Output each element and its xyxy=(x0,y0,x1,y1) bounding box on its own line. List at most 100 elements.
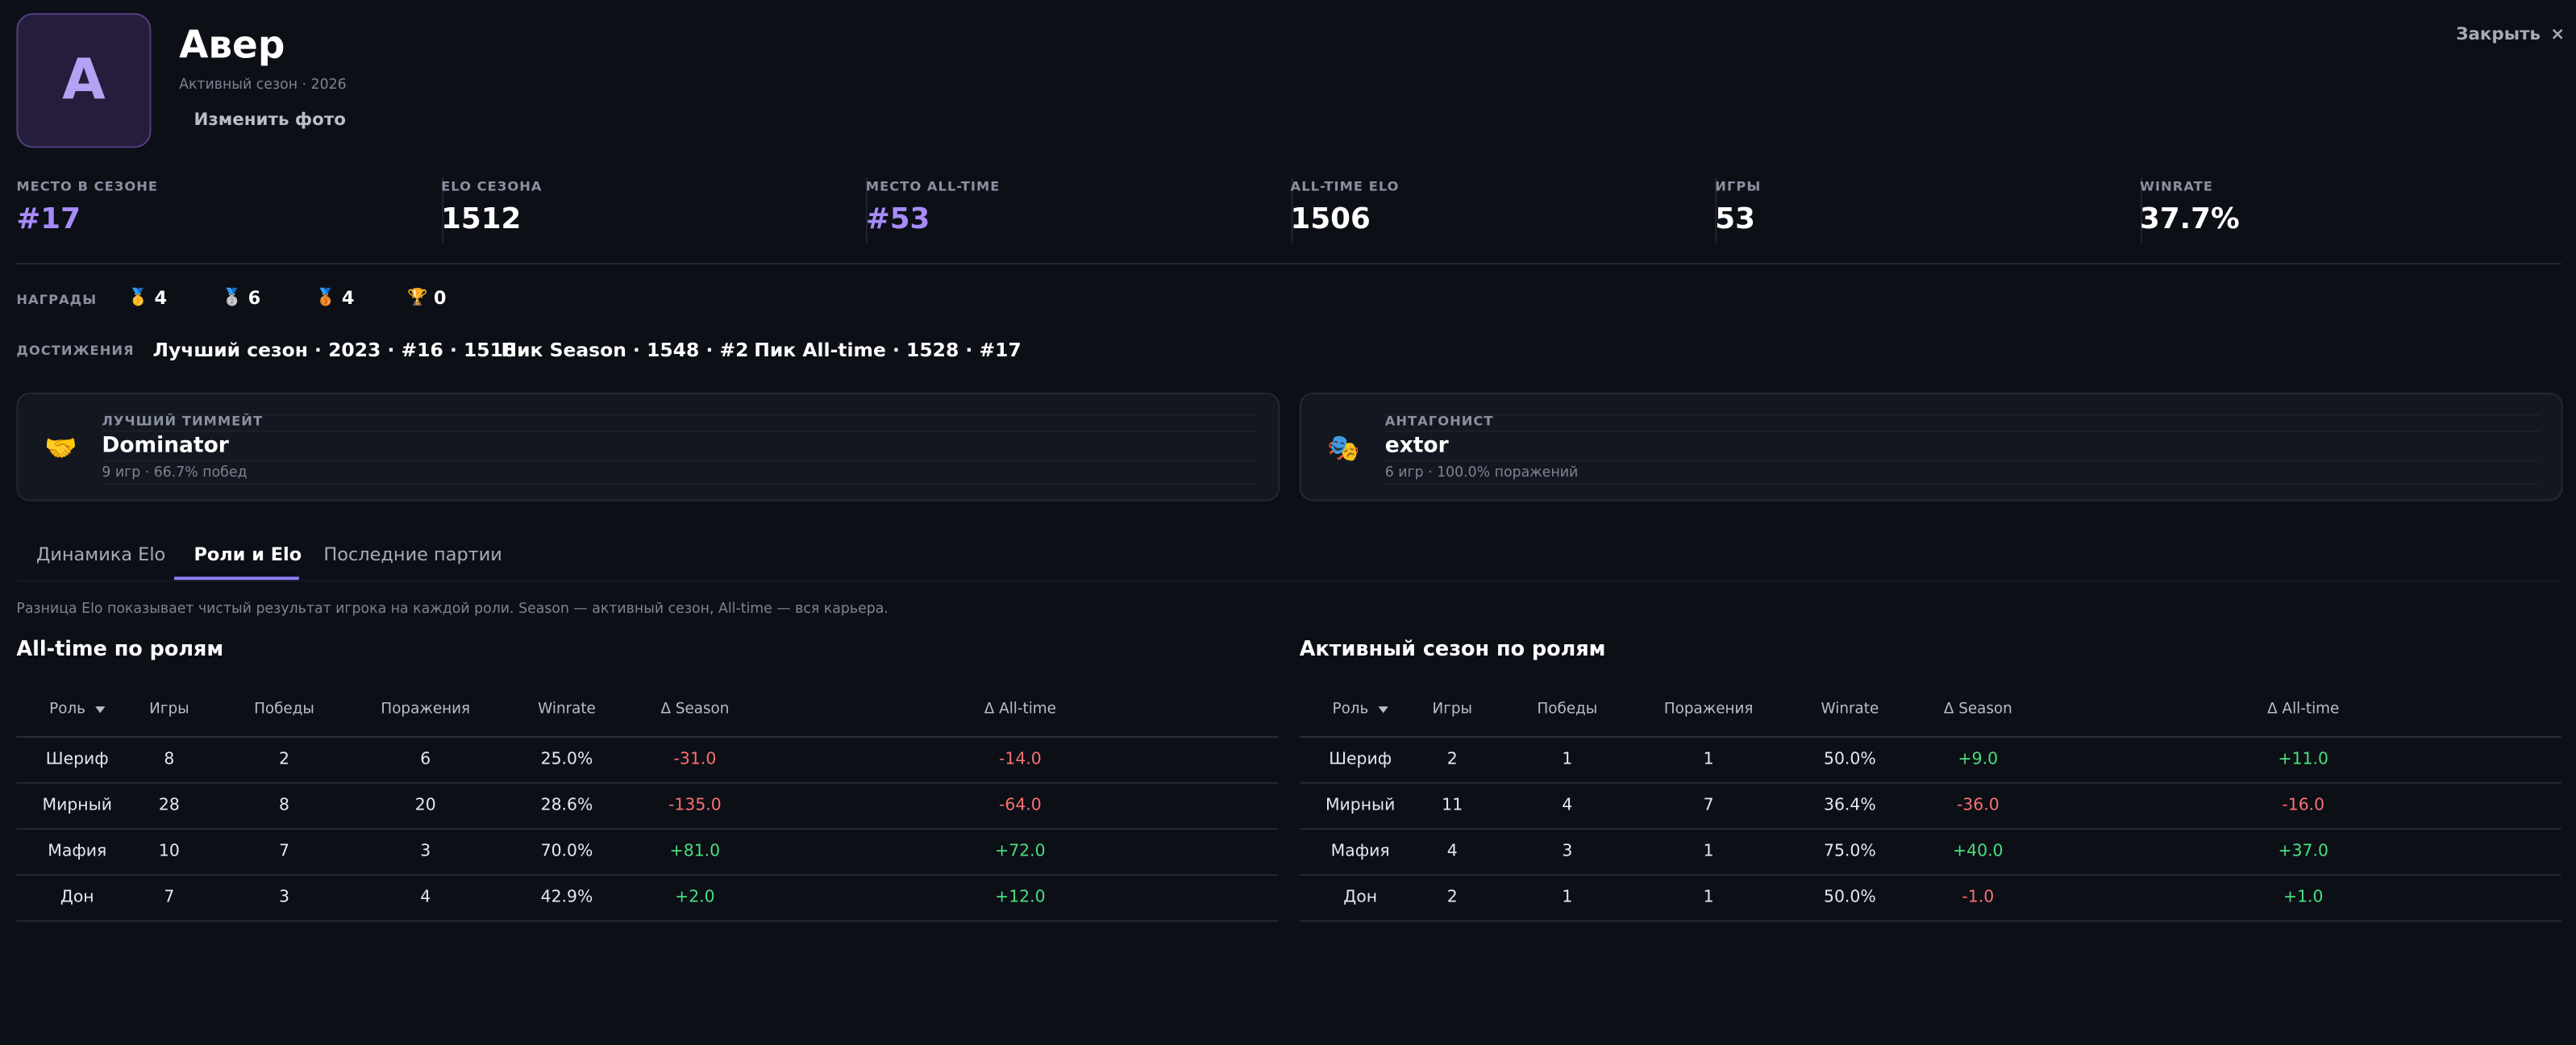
column-header: Поражения xyxy=(1663,702,1754,718)
table-cell: Мафия xyxy=(48,843,107,861)
close-button[interactable]: Закрыть × xyxy=(2456,25,2565,44)
award-count: 6 xyxy=(248,287,261,310)
sort-arrow xyxy=(1378,706,1388,713)
table-rule xyxy=(1299,735,2561,738)
tab-underline xyxy=(173,577,299,581)
card-icon: 🤝 xyxy=(44,431,77,464)
table-cell: +9.0 xyxy=(1958,751,1999,769)
stat-value: 1512 xyxy=(441,203,522,237)
player-card: 🤝 ЛУЧШИЙ ТИММЕЙТ Dominator 9 игр · 66.7% по… xyxy=(16,392,1280,502)
table-cell: 28 xyxy=(158,797,180,815)
stat-divider xyxy=(1715,177,1717,244)
table-cell: 42.9% xyxy=(540,889,593,907)
stat-value: #17 xyxy=(16,203,81,237)
table-cell: -64.0 xyxy=(999,797,1042,815)
table-cell: 2 xyxy=(1446,889,1458,907)
table-cell: 6 xyxy=(420,751,431,769)
table-cell: 7 xyxy=(1703,797,1714,815)
table-cell: +1.0 xyxy=(2283,889,2324,907)
note: Разница Elo показывает чистый результат … xyxy=(16,601,888,618)
card-detail: 9 игр · 66.7% побед xyxy=(102,464,248,482)
achievement: Пик All-time · 1528 · #17 xyxy=(754,338,1022,362)
tab[interactable]: Динамика Elo xyxy=(35,543,166,565)
table-cell: 1 xyxy=(1562,751,1573,769)
award-icon: 🥇 xyxy=(127,289,149,308)
award-icon: 🥈 xyxy=(222,289,243,308)
row-rule xyxy=(16,874,1279,876)
player-name: Авер xyxy=(179,24,285,68)
table-cell: Мирный xyxy=(1325,797,1396,815)
card-icon: 🎭 xyxy=(1327,431,1360,464)
column-header: Победы xyxy=(1537,702,1598,718)
tab[interactable]: Последние партии xyxy=(323,543,502,565)
achievements-label: ДОСТИЖЕНИЯ xyxy=(16,343,135,359)
table-cell: 1 xyxy=(1703,889,1714,907)
tab[interactable]: Роли и Elo xyxy=(194,543,302,565)
card-rule xyxy=(1384,414,2541,416)
column-header: Победы xyxy=(254,702,314,718)
row-rule xyxy=(16,827,1279,831)
column-header: Игры xyxy=(149,702,189,718)
awards-label: НАГРАДЫ xyxy=(16,292,98,308)
stat-divider xyxy=(1290,177,1292,244)
card-rule xyxy=(102,414,1257,416)
table-cell: 4 xyxy=(1562,797,1573,815)
row-rule xyxy=(1299,827,2561,831)
table-cell: Шериф xyxy=(45,751,109,769)
column-header: Поражения xyxy=(381,702,471,718)
table-cell: 50.0% xyxy=(1823,751,1876,769)
table-cell: Мирный xyxy=(42,797,112,815)
table-cell: -31.0 xyxy=(673,751,717,769)
table-cell: 3 xyxy=(279,889,290,907)
table-cell: 1 xyxy=(1562,889,1573,907)
close-icon: × xyxy=(2550,24,2566,45)
card-rule xyxy=(102,460,1257,462)
row-rule xyxy=(16,920,1279,922)
table-title: All-time по ролям xyxy=(16,635,224,661)
column-header[interactable]: Роль xyxy=(49,702,106,718)
table-cell: 2 xyxy=(279,751,290,769)
table-cell: 20 xyxy=(414,797,436,815)
column-header[interactable]: Роль xyxy=(1333,702,1388,718)
stat-label: МЕСТО В СЕЗОНЕ xyxy=(16,179,159,194)
table-cell: +81.0 xyxy=(669,843,721,861)
award-icon: 🥉 xyxy=(315,289,336,308)
stat-value: 1506 xyxy=(1290,203,1371,237)
column-header: Winrate xyxy=(1821,702,1879,718)
table-cell: 70.0% xyxy=(540,843,593,861)
column-header: Δ Season xyxy=(660,702,730,718)
table-cell: -16.0 xyxy=(2282,797,2325,815)
table-cell: 36.4% xyxy=(1823,797,1876,815)
card-detail: 6 игр · 100.0% поражений xyxy=(1384,464,1579,482)
change-photo-button[interactable]: Изменить фото xyxy=(194,110,346,130)
table-cell: 50.0% xyxy=(1823,889,1876,907)
table-cell: 1 xyxy=(1703,751,1714,769)
row-rule xyxy=(1299,781,2561,784)
tabs-border xyxy=(16,580,2561,582)
card-name: extor xyxy=(1384,433,1449,459)
table-cell: Дон xyxy=(60,889,94,907)
table-cell: Дон xyxy=(1343,889,1378,907)
close-label: Закрыть xyxy=(2456,24,2541,45)
table-cell: +40.0 xyxy=(1953,843,2004,861)
table-cell: -135.0 xyxy=(668,797,722,815)
card-label: ЛУЧШИЙ ТИММЕЙТ xyxy=(102,414,264,429)
column-header: Winrate xyxy=(538,702,596,718)
table-rule xyxy=(16,735,1279,738)
table-cell: +11.0 xyxy=(2278,751,2328,769)
table-cell: 8 xyxy=(279,797,290,815)
table-cell: 7 xyxy=(279,843,290,861)
column-header: Игры xyxy=(1432,702,1473,718)
table-cell: 10 xyxy=(158,843,180,861)
row-rule xyxy=(1299,874,2561,876)
stat-label: ELO СЕЗОНА xyxy=(441,179,543,194)
table-cell: 75.0% xyxy=(1823,843,1876,861)
sort-arrow xyxy=(95,706,106,713)
award-icon: 🏆 xyxy=(407,289,428,308)
divider xyxy=(16,263,2561,265)
award-count: 4 xyxy=(154,287,168,310)
card-rule xyxy=(102,430,1257,432)
stat-label: ИГРЫ xyxy=(1715,179,1762,194)
stat-label: ALL-TIME ELO xyxy=(1290,179,1400,194)
